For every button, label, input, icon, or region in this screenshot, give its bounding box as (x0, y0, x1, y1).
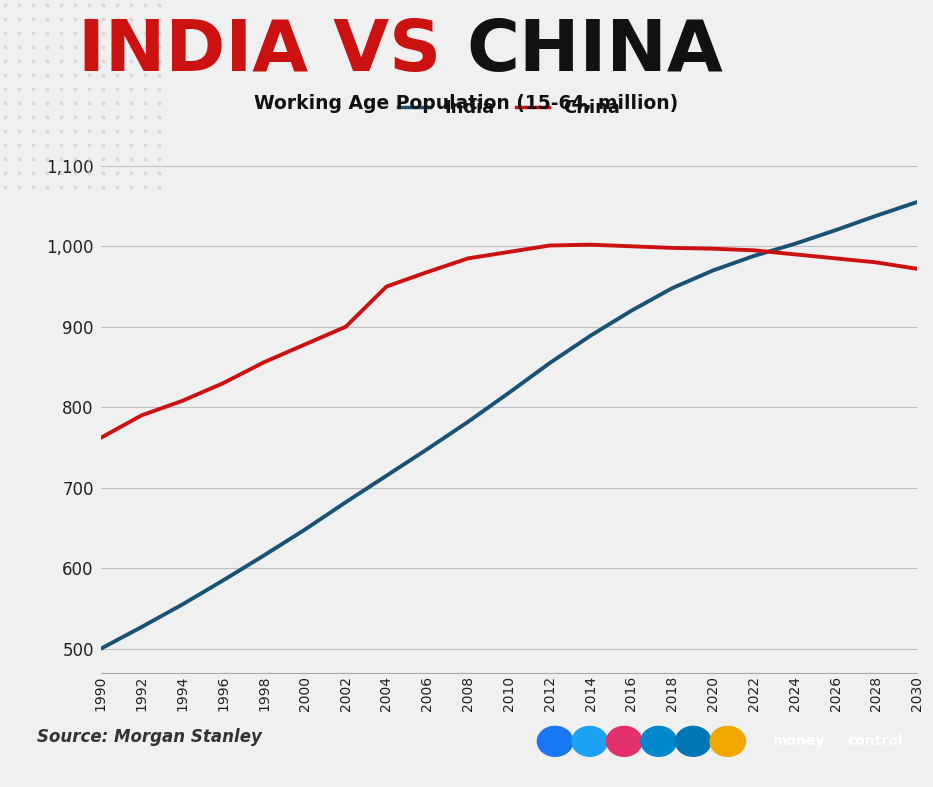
Text: control: control (847, 733, 903, 748)
Text: Source: Morgan Stanley: Source: Morgan Stanley (37, 729, 262, 746)
Text: Working Age Population (15-64, million): Working Age Population (15-64, million) (255, 94, 678, 113)
Text: CHINA: CHINA (466, 17, 723, 86)
Legend: India, China: India, China (390, 92, 628, 124)
Text: money: money (773, 733, 825, 748)
Text: INDIA VS: INDIA VS (78, 17, 466, 86)
